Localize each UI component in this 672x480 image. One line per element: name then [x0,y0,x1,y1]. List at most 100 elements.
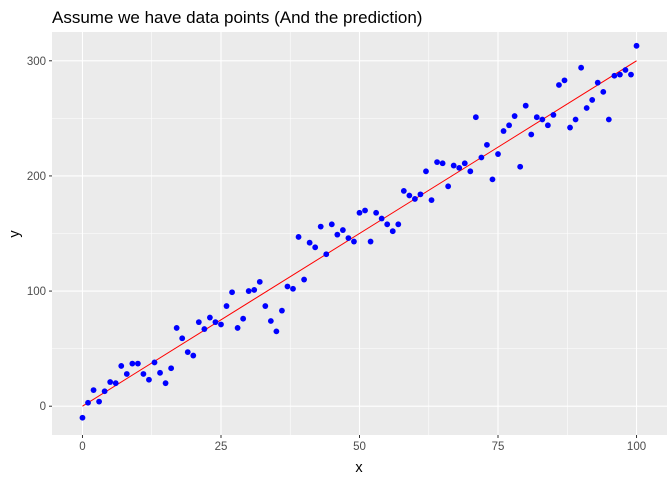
data-point [517,163,524,170]
chart-title: Assume we have data points (And the pred… [52,8,422,27]
y-tick-label: 100 [27,286,46,298]
data-point [134,360,141,367]
data-point [290,285,296,292]
data-point [85,399,91,406]
data-point [157,369,163,376]
data-point [500,128,507,134]
data-point [456,164,463,171]
data-point [140,371,147,377]
data-point [179,335,186,342]
data-point [334,231,341,238]
data-point [79,414,86,421]
data-point [539,116,546,123]
data-point [600,88,607,95]
data-point [556,82,562,88]
data-point [461,160,468,167]
data-point [218,321,224,328]
data-point [400,187,407,194]
data-point [173,325,180,331]
data-point [107,379,114,385]
data-point [284,283,291,290]
data-point [234,325,241,331]
data-point [567,124,573,131]
data-point [256,278,263,285]
data-point [445,183,452,190]
data-points [79,42,640,421]
data-point [417,191,424,198]
data-point [212,319,219,326]
data-point [201,326,208,332]
data-point [339,227,346,233]
data-point [478,154,485,161]
data-point [317,223,324,230]
data-point [617,71,623,78]
data-point [328,221,335,228]
data-point [594,79,601,86]
data-point [96,398,102,405]
data-point [207,314,213,321]
data-point [384,221,391,228]
data-point [423,168,429,175]
data-point [489,176,496,183]
x-axis-title: x [355,460,363,476]
data-point [406,192,413,199]
x-tick-label: 50 [353,441,366,453]
data-point [345,235,352,242]
data-point [356,209,363,216]
x-tick-label: 75 [492,441,505,453]
data-point [367,238,374,245]
data-point [495,151,501,157]
data-point [373,209,380,216]
data-point [561,77,568,84]
data-point [123,371,130,377]
data-point [522,102,529,109]
x-tick-label: 25 [215,441,228,453]
data-point [223,303,230,309]
data-point [544,122,551,129]
data-point [389,228,396,235]
data-point [434,159,440,166]
data-point [633,42,640,49]
data-point [611,72,618,79]
y-axis-ticks: 0 100 200 300 [27,56,52,413]
data-point [229,289,235,296]
data-point [112,380,119,387]
data-point [472,114,479,121]
data-point [484,141,490,148]
data-point [412,196,418,202]
data-point [129,360,136,367]
data-point [101,388,108,395]
data-point [528,131,535,138]
data-point [251,287,258,293]
data-point [378,215,385,222]
data-point [90,387,97,393]
data-point [395,221,402,228]
data-point [190,352,197,359]
data-point [262,303,269,309]
data-point [267,318,274,324]
data-point [312,244,319,251]
data-point [622,67,629,73]
data-point [450,162,457,169]
y-tick-label: 200 [27,171,46,183]
data-point [151,359,158,366]
data-point [362,207,368,214]
data-point [533,114,540,121]
data-point [279,307,285,314]
data-point [184,349,191,355]
data-point [572,116,579,123]
data-point [168,365,175,372]
x-axis-ticks: 0 25 50 75 100 [79,435,646,453]
data-point [467,168,474,175]
data-point [583,105,590,111]
x-tick-label: 0 [79,441,85,453]
data-point [273,328,280,335]
data-point [506,122,512,129]
y-tick-label: 300 [27,56,46,68]
data-point [428,197,435,204]
data-point [550,112,557,118]
data-point [146,376,152,383]
data-point [439,160,446,167]
data-point [306,239,313,246]
